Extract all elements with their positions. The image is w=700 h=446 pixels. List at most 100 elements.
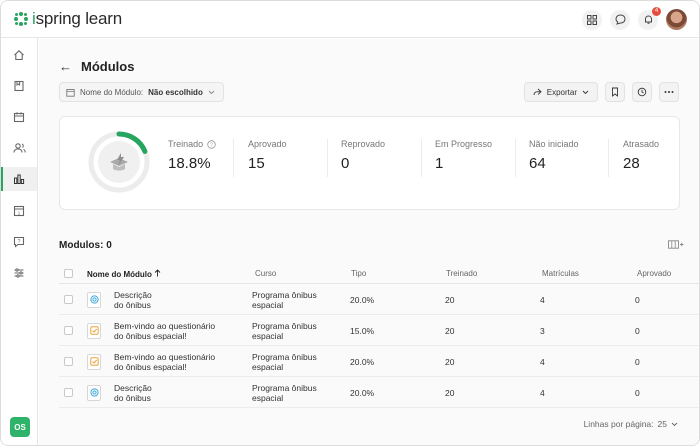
trained-progress-donut	[88, 131, 150, 193]
column-header-course[interactable]: Curso	[255, 269, 277, 278]
more-options-button[interactable]	[659, 82, 679, 102]
notifications-button[interactable]: 4	[638, 6, 661, 30]
export-button[interactable]: Exportar	[523, 82, 598, 102]
column-header-approved[interactable]: Aprovado	[637, 269, 672, 278]
chat-bubble-icon	[614, 14, 626, 25]
columns-add-icon	[668, 240, 684, 249]
table-row[interactable]: Bem-vindo ao questionário do ônibus espac…	[59, 346, 699, 377]
grid-icon	[587, 14, 597, 25]
course-name-line2: espacial	[252, 330, 284, 341]
user-avatar[interactable]	[666, 9, 687, 30]
table-row[interactable]: Bem-vindo ao questionário do ônibus espac…	[59, 315, 699, 346]
column-header-trained[interactable]: Treinado	[446, 269, 478, 278]
share-arrow-icon	[533, 88, 542, 96]
stat-label: Atrasado	[623, 139, 660, 149]
sidebar-item-calendar[interactable]	[1, 105, 37, 129]
module-icon-cell	[87, 284, 101, 315]
module-icon-cell	[87, 315, 101, 346]
column-header-label: Nome do Módulo	[87, 270, 152, 279]
stat-divider	[515, 139, 516, 177]
select-all-checkbox[interactable]	[64, 269, 73, 278]
stat-divider	[327, 139, 328, 177]
trained-cell: 20	[445, 387, 455, 398]
calendar-icon	[66, 88, 75, 97]
sidebar-item-courses[interactable]	[1, 74, 37, 98]
course-cell: Programa ônibus espacial	[252, 377, 332, 408]
trained-cell: 20	[445, 325, 455, 336]
chevron-down-icon	[582, 90, 589, 94]
stat-label: Não iniciado	[529, 139, 579, 149]
module-icon-cell	[87, 346, 101, 377]
stat-divider	[233, 139, 234, 177]
row-checkbox[interactable]	[64, 284, 73, 315]
more-dots-icon	[664, 91, 674, 93]
sidebar-item-reports[interactable]	[1, 167, 37, 191]
module-name-line1: Bem-vindo ao questionário	[114, 320, 216, 331]
toolbar: Exportar	[523, 82, 679, 102]
sidebar-item-help[interactable]: ?	[1, 230, 37, 254]
course-name-line1: Programa ônibus	[252, 351, 317, 362]
filter-label: Nome do Módulo:	[80, 87, 144, 97]
messages-button[interactable]	[610, 9, 630, 30]
help-icon: ?	[13, 236, 25, 248]
row-checkbox[interactable]	[64, 377, 73, 408]
sidebar-item-settings[interactable]	[1, 261, 37, 285]
stats-card: Treinado ? 18.8% Aprovado 15 Reprovado 0…	[59, 116, 680, 210]
module-name-cell[interactable]: Descrição do ônibus	[114, 377, 234, 408]
stat-value: 0	[341, 155, 350, 172]
svg-text:?: ?	[210, 142, 213, 148]
stat-overdue: Atrasado 28	[623, 139, 659, 179]
stat-label: Em Progresso	[435, 139, 493, 149]
bookmark-button[interactable]	[605, 82, 625, 102]
filter-value: Não escolhido	[148, 87, 203, 97]
sidebar-item-home[interactable]	[1, 43, 37, 67]
stat-label: Aprovado	[248, 139, 287, 149]
chevron-down-icon[interactable]	[671, 422, 678, 427]
help-circle-icon[interactable]: ?	[207, 139, 216, 149]
trained-cell: 20	[445, 294, 455, 305]
stat-label: Treinado	[168, 139, 204, 149]
clock-icon	[637, 87, 647, 97]
module-name-filter[interactable]: Nome do Módulo: Não escolhido	[59, 82, 224, 102]
sidebar-item-users[interactable]	[1, 136, 37, 160]
module-name-cell[interactable]: Descrição do ônibus	[114, 284, 234, 315]
course-name-line1: Programa ônibus	[252, 382, 317, 393]
module-name-line2: do ônibus espacial!	[114, 330, 187, 341]
type-cell: 20.0%	[350, 294, 375, 305]
enrollments-cell: 4	[540, 387, 545, 398]
stat-value: 1	[435, 155, 444, 172]
module-name-cell[interactable]: Bem-vindo ao questionário do ônibus espac…	[114, 346, 234, 377]
approved-cell: 0	[635, 294, 640, 305]
rows-per-page-label: Linhas por página:	[583, 419, 654, 429]
info-page-icon	[87, 291, 101, 308]
course-cell: Programa ônibus espacial	[252, 315, 332, 346]
module-name-cell[interactable]: Bem-vindo ao questionário do ônibus espac…	[114, 315, 234, 346]
course-name-line2: espacial	[252, 361, 284, 372]
column-header-enrollments[interactable]: Matrículas	[542, 269, 579, 278]
row-checkbox[interactable]	[64, 346, 73, 377]
apps-grid-button[interactable]	[582, 9, 602, 30]
stat-not-started: Não iniciado 64	[529, 139, 579, 179]
stat-divider	[608, 139, 609, 177]
row-checkbox[interactable]	[64, 315, 73, 346]
stat-failed: Reprovado 0	[341, 139, 385, 179]
back-arrow-icon[interactable]: ←	[59, 59, 72, 74]
table-row[interactable]: Descrição do ônibus Programa ônibus espaci…	[59, 284, 699, 315]
user-initials-badge[interactable]: OS	[10, 417, 30, 437]
course-cell: Programa ônibus espacial	[252, 346, 332, 377]
column-header-type[interactable]: Tipo	[351, 269, 367, 278]
bar-chart-icon	[14, 174, 25, 184]
home-icon	[14, 50, 24, 61]
users-icon	[12, 143, 26, 153]
module-name-line2: do ônibus espacial!	[114, 361, 187, 372]
column-header-name[interactable]: Nome do Módulo	[87, 269, 161, 279]
table-row[interactable]: Descrição do ônibus Programa ônibus espaci…	[59, 377, 699, 408]
schedule-button[interactable]	[632, 82, 652, 102]
rows-per-page-select[interactable]: 25	[657, 419, 667, 429]
sidebar-item-catalog[interactable]: 1	[1, 199, 37, 223]
course-name-line1: Programa ônibus	[252, 289, 317, 300]
approved-cell: 0	[635, 387, 640, 398]
column-settings-button[interactable]	[668, 240, 684, 252]
quiz-icon	[87, 322, 101, 339]
logo[interactable]: ispring learn	[14, 9, 122, 29]
